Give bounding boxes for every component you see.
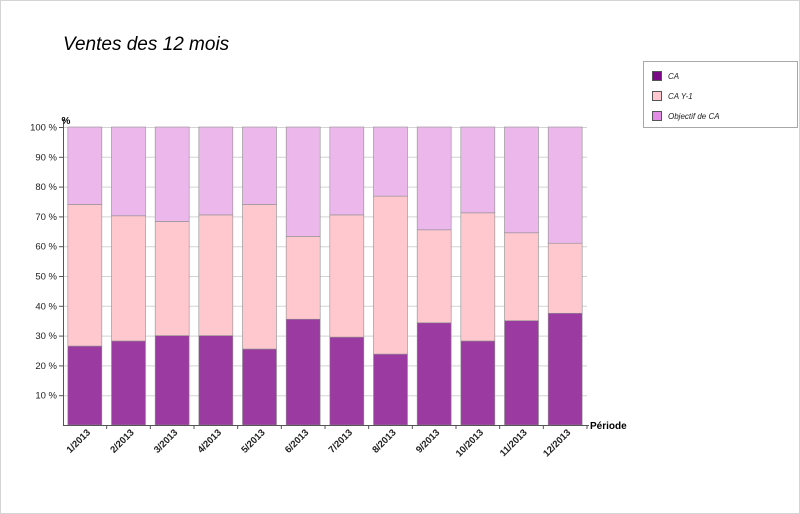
x-tick-label: 11/2013 [498,427,530,459]
bar-segment-objectif-de-ca [460,126,496,214]
bar-segment-objectif-de-ca [504,126,539,234]
bar-segment-objectif-de-ca [547,126,583,244]
y-tick-label: 40 % [35,301,57,312]
x-tick-label: 12/2013 [541,427,573,459]
bar-segment-ca [242,348,277,426]
y-tick-label: 70 % [35,212,57,223]
bar-segment-objectif-de-ca [198,126,234,216]
x-tick-label: 1/2013 [65,427,93,455]
y-tick-label: 30 % [35,331,57,342]
bar-segment-ca-y-1 [154,221,190,336]
y-tick-label: 20 % [35,361,57,372]
bar-segment-ca [547,312,583,426]
legend-item-ca: CA [652,69,679,83]
bar-segment-ca [460,340,496,426]
bar-segment-ca-y-1 [504,232,539,321]
bar-segment-ca-y-1 [67,204,103,347]
legend-swatch-ca [652,71,662,81]
bar-segment-objectif-de-ca [154,126,190,222]
legend-item-ca-y-1: CA Y-1 [652,89,693,103]
x-tick-label: 8/2013 [370,427,398,455]
legend: CA CA Y-1 Objectif de CA [643,61,798,128]
y-tick-label: 10 % [35,391,57,402]
x-tick-label: 5/2013 [239,427,267,455]
y-tick-label: 50 % [35,272,57,283]
x-tick-label: 4/2013 [196,427,224,455]
y-tick-label: 80 % [35,182,57,193]
bar-segment-objectif-de-ca [242,126,277,205]
bar-segment-ca-y-1 [285,236,321,320]
legend-label-ca: CA [668,71,680,81]
bar-segment-ca [329,336,365,426]
bar-segment-ca [198,335,234,426]
legend-label-objectif-de-ca: Objectif de CA [668,111,720,121]
bar-segment-ca [416,322,452,426]
legend-swatch-ca-y-1 [652,91,662,101]
bar-segment-objectif-de-ca [285,126,321,237]
bar-segment-objectif-de-ca [416,126,452,231]
bar-segment-ca-y-1 [373,195,408,355]
x-axis-label: Période [590,421,627,432]
bar-segment-ca [154,335,190,426]
bar-segment-ca-y-1 [416,229,452,324]
bar-segment-objectif-de-ca [67,126,103,205]
bar-segment-ca-y-1 [460,212,496,342]
y-axis-label: % [62,116,71,127]
bar-segment-ca [111,340,146,426]
bar-segment-objectif-de-ca [329,126,365,216]
bar-segment-ca [373,353,408,426]
bar-segment-ca-y-1 [329,214,365,338]
bar-segment-objectif-de-ca [373,126,408,197]
bar-segment-ca [504,320,539,426]
bar-segment-ca-y-1 [111,215,146,342]
y-tick-label: 90 % [35,152,57,163]
x-tick-label: 7/2013 [327,427,355,455]
bar-segment-ca-y-1 [547,242,583,314]
x-tick-label: 9/2013 [414,427,442,455]
chart-title: Ventes des 12 mois [63,34,230,55]
legend-label-ca-y-1: CA Y-1 [668,91,693,101]
x-tick-label: 10/2013 [454,427,486,459]
y-tick-label: 60 % [35,242,57,253]
bar-segment-ca [67,345,103,426]
x-tick-label: 3/2013 [152,427,180,455]
legend-item-objectif-de-ca: Objectif de CA [652,109,720,123]
bar-segment-ca [285,318,321,426]
bar-segment-ca-y-1 [198,214,234,336]
bar-segment-objectif-de-ca [111,126,146,217]
y-tick-label: 100 % [30,123,57,134]
x-tick-label: 2/2013 [108,427,136,455]
bar-segment-ca-y-1 [242,204,277,350]
x-tick-label: 6/2013 [283,427,311,455]
legend-swatch-objectif-de-ca [652,111,662,121]
